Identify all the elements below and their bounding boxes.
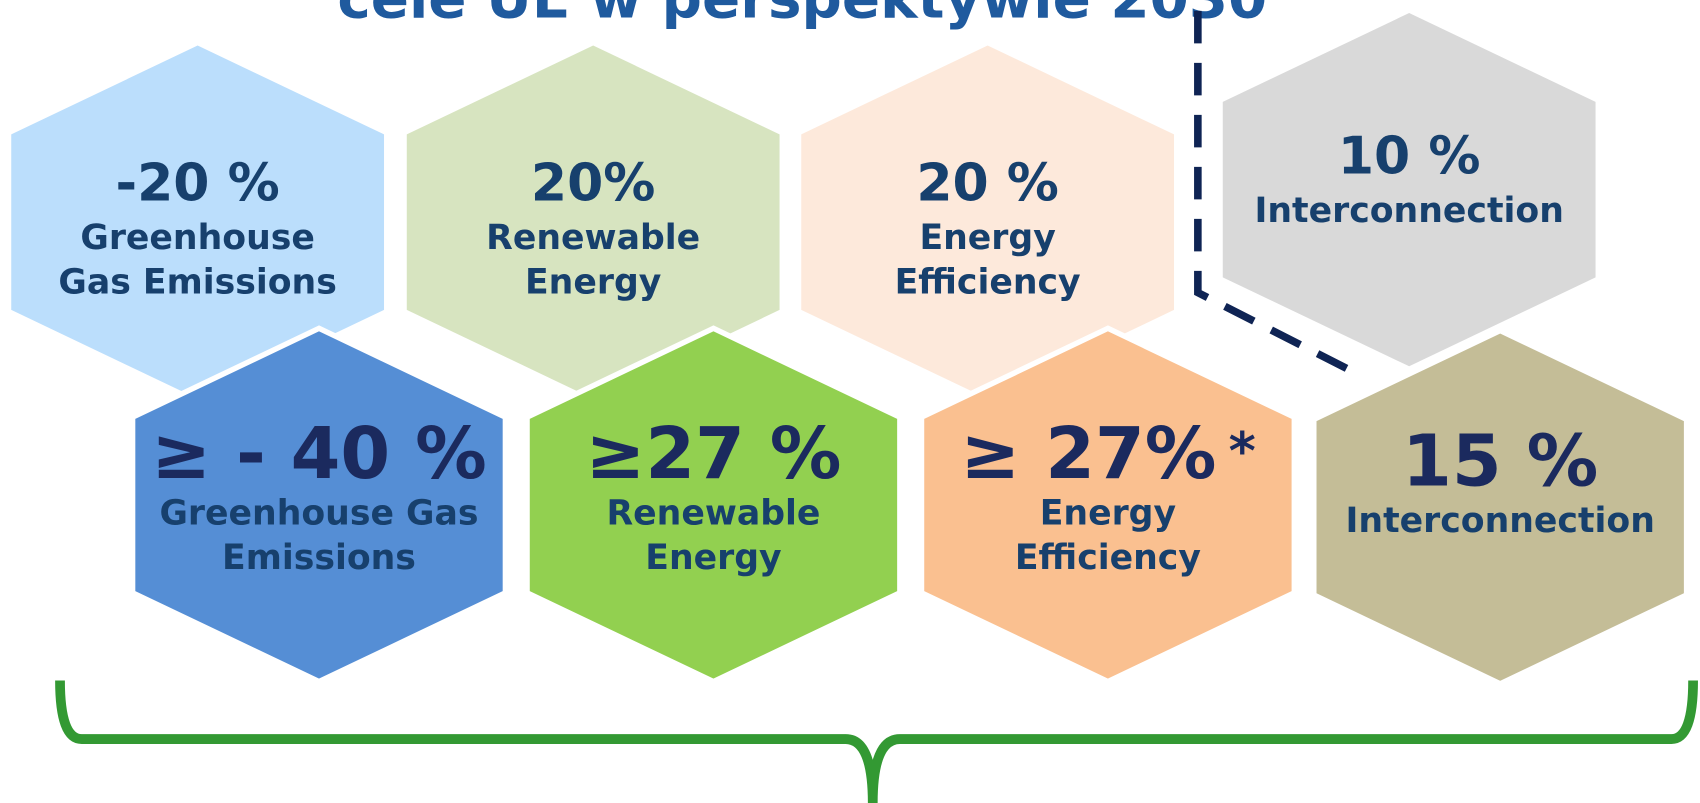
target-value: 20%: [531, 153, 655, 213]
target-label: Renewable: [606, 493, 820, 533]
target-value: 20 %: [916, 153, 1059, 213]
target-label: Greenhouse: [80, 218, 315, 258]
target-label: Efficiency: [895, 263, 1081, 303]
hexagon: [129, 325, 509, 685]
target-value: 10 %: [1338, 126, 1481, 186]
target-label: Renewable: [486, 218, 700, 258]
brace: [55, 680, 1698, 803]
target-label: Emissions: [222, 538, 416, 578]
title: cele UE w perspektywie 2030: [337, 0, 1267, 31]
hexagon: [1222, 13, 1596, 367]
target-label: Greenhouse Gas: [159, 493, 478, 533]
target-label: Energy: [919, 218, 1055, 258]
divider: [1194, 10, 1366, 381]
targets-2030: ≥ - 40 %Greenhouse Gas Emissions ≥27 %Rene…: [129, 325, 1690, 687]
hexagon: [524, 325, 903, 685]
footnote-mark: *: [1229, 422, 1256, 482]
target-label: Energy: [1040, 493, 1176, 533]
target-value: 15 %: [1402, 419, 1598, 502]
hexagon: [406, 45, 780, 399]
target-label: Interconnection: [1254, 191, 1563, 231]
target-value: ≥27 %: [585, 412, 841, 495]
hexagon: [801, 45, 1175, 399]
hexagon: [11, 45, 385, 399]
target-value: ≥ 27%: [960, 412, 1216, 495]
target-label: Energy: [645, 538, 781, 578]
target-label: Gas Emissions: [58, 263, 336, 303]
target-label: Efficiency: [1015, 538, 1201, 578]
hexagon: [1311, 327, 1690, 687]
target-value: -20 %: [116, 153, 280, 213]
targets-2020: -20 % Greenhouse Gas Emissions 20% Renewable…: [11, 13, 1596, 399]
hexagon: [918, 325, 1298, 685]
target-value: ≥ - 40 %: [151, 412, 486, 495]
target-label: Interconnection: [1345, 501, 1654, 541]
target-label: Energy: [525, 263, 661, 303]
